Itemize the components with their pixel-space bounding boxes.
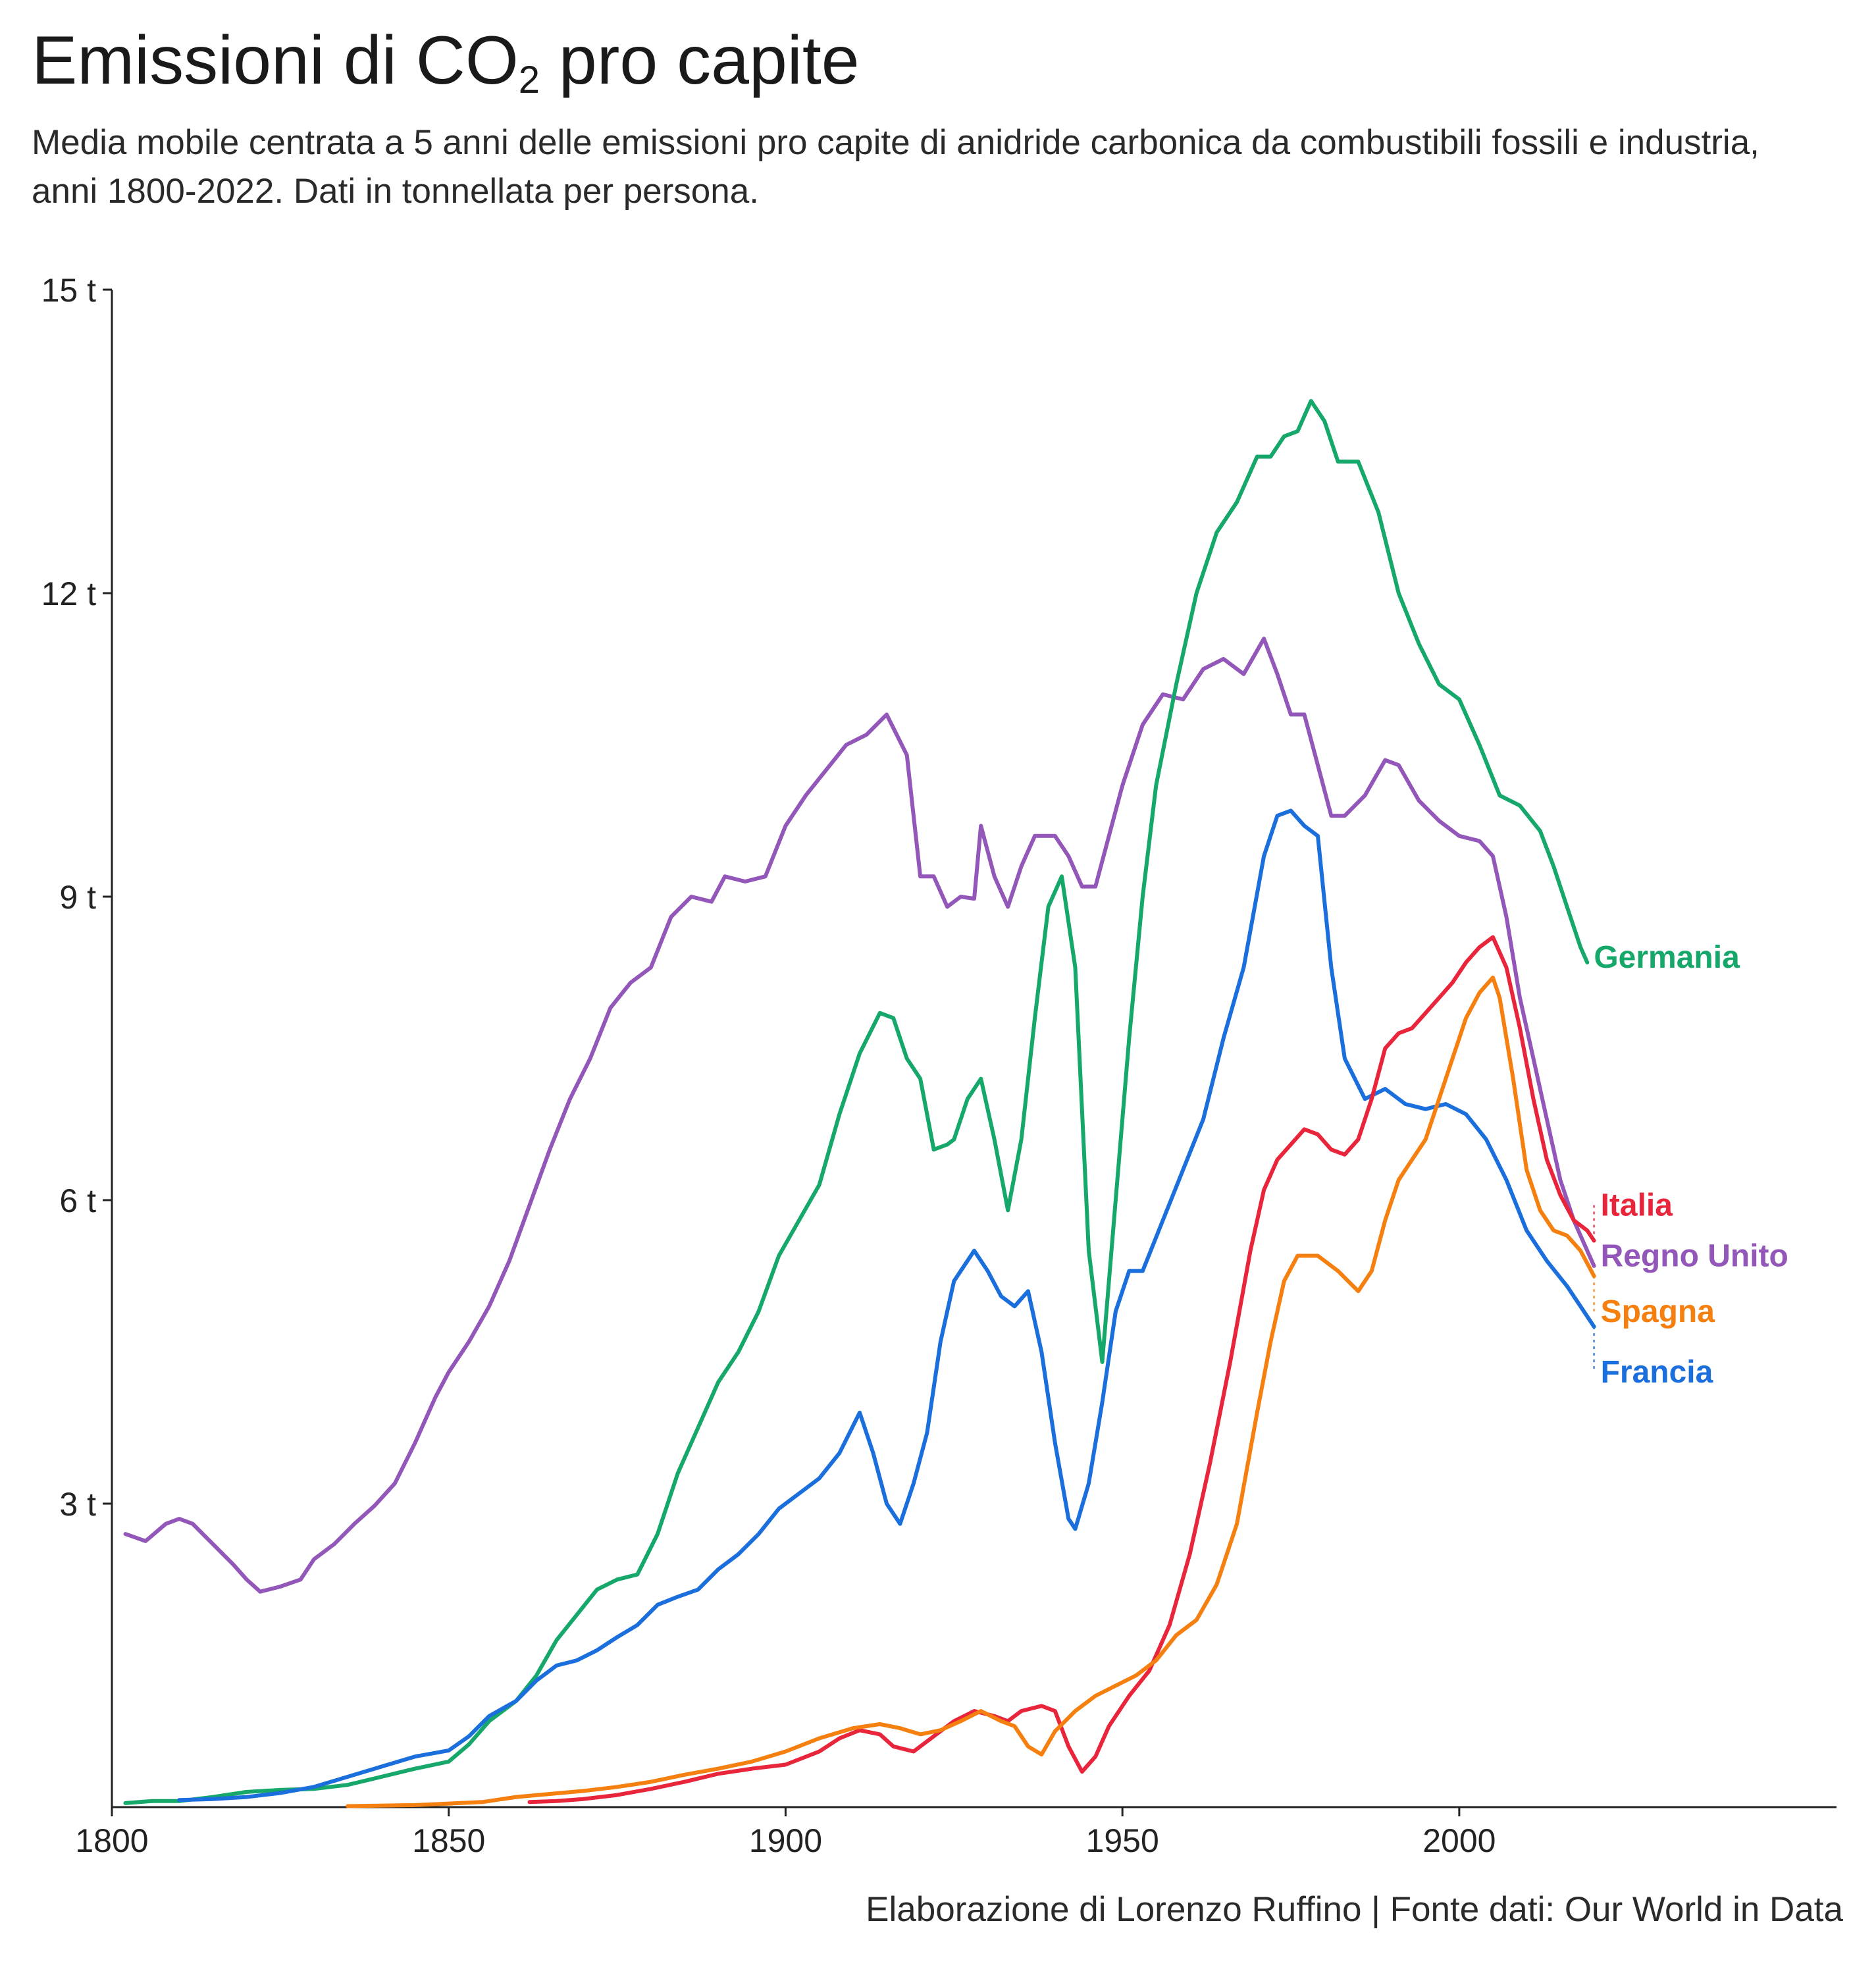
x-tick-label: 1950 xyxy=(1086,1822,1159,1859)
chart-title: Emissioni di CO2 pro capite xyxy=(32,20,860,103)
series-line-regno-unito xyxy=(123,637,1596,1594)
series-line-germania xyxy=(123,399,1590,1805)
x-tick-label: 1850 xyxy=(412,1822,485,1859)
series-line-francia xyxy=(177,808,1596,1803)
series-label-regno-unito: Regno Unito xyxy=(1601,1239,1788,1274)
x-tick-label: 1900 xyxy=(749,1822,822,1859)
series-label-spagna: Spagna xyxy=(1601,1294,1715,1329)
chart-subtitle: Media mobile centrata a 5 anni delle emi… xyxy=(32,123,1759,211)
y-tick-label: 12 t xyxy=(41,575,97,612)
title-suffix: pro capite xyxy=(540,22,860,99)
series-label-italia: Italia xyxy=(1601,1188,1673,1223)
series-line-spagna xyxy=(346,975,1596,1808)
x-tick-label: 2000 xyxy=(1422,1822,1496,1859)
y-tick-label: 6 t xyxy=(59,1182,96,1219)
series-label-francia: Francia xyxy=(1601,1355,1713,1390)
series-label-germania: Germania xyxy=(1594,940,1740,975)
title-prefix: Emissioni di CO xyxy=(32,22,519,99)
y-tick-label: 9 t xyxy=(59,879,96,916)
title-subscript: 2 xyxy=(518,59,540,101)
y-tick-label: 3 t xyxy=(59,1486,96,1523)
y-tick-label: 15 t xyxy=(41,272,97,309)
x-tick-label: 1800 xyxy=(75,1822,148,1859)
series-line-italia xyxy=(527,935,1596,1804)
source-caption: Elaborazione di Lorenzo Ruffino | Fonte … xyxy=(866,1890,1843,1929)
